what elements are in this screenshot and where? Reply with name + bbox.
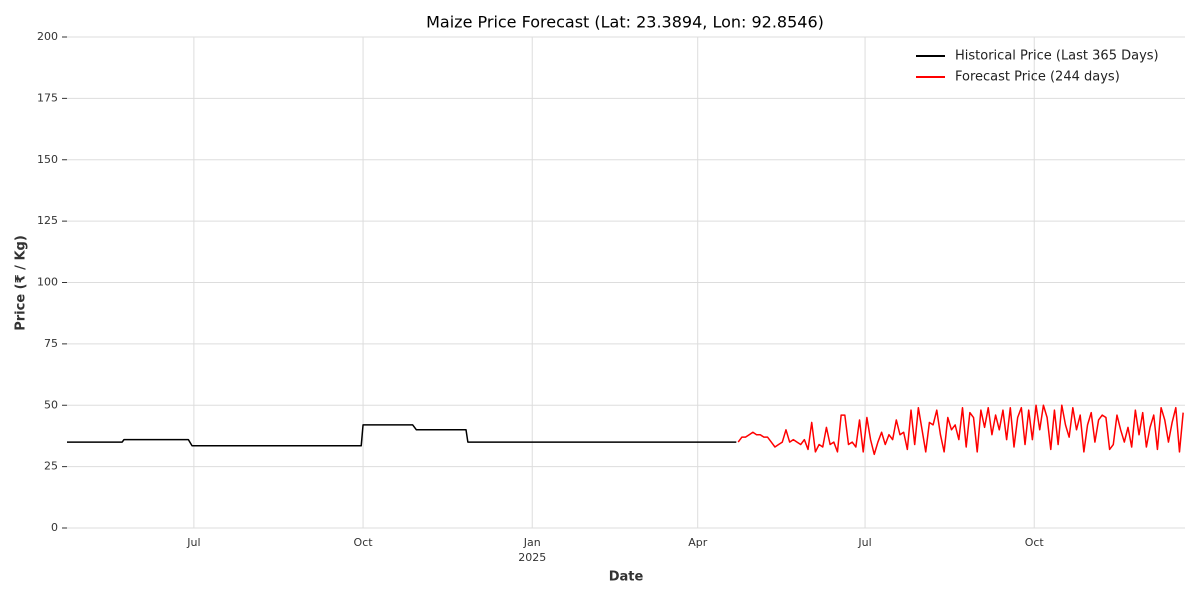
y-tick-label: 150 xyxy=(37,153,58,166)
x-tick-label: Apr xyxy=(688,536,708,549)
y-tick-label: 75 xyxy=(44,337,58,350)
y-tick-label: 50 xyxy=(44,398,58,411)
y-tick-label: 0 xyxy=(51,521,58,534)
legend-label: Historical Price (Last 365 Days) xyxy=(955,49,1159,64)
x-tick-label: Jul xyxy=(857,536,871,549)
x-year-label: 2025 xyxy=(518,551,546,564)
y-tick-label: 175 xyxy=(37,91,58,104)
series-line xyxy=(737,404,1184,456)
legend-label: Forecast Price (244 days) xyxy=(955,70,1120,85)
y-axis-label: Price (₹ / Kg) xyxy=(14,235,29,331)
series-line xyxy=(67,424,737,447)
y-tick-label: 25 xyxy=(44,460,58,473)
y-tick-label: 200 xyxy=(37,30,58,43)
y-tick-label: 125 xyxy=(37,214,58,227)
x-axis-label: Date xyxy=(609,570,644,585)
x-tick-label: Oct xyxy=(1025,536,1045,549)
chart-title: Maize Price Forecast (Lat: 23.3894, Lon:… xyxy=(426,13,824,32)
x-tick-label: Oct xyxy=(354,536,374,549)
y-tick-label: 100 xyxy=(37,276,58,289)
x-tick-label: Jul xyxy=(186,536,200,549)
x-tick-label: Jan xyxy=(523,536,541,549)
